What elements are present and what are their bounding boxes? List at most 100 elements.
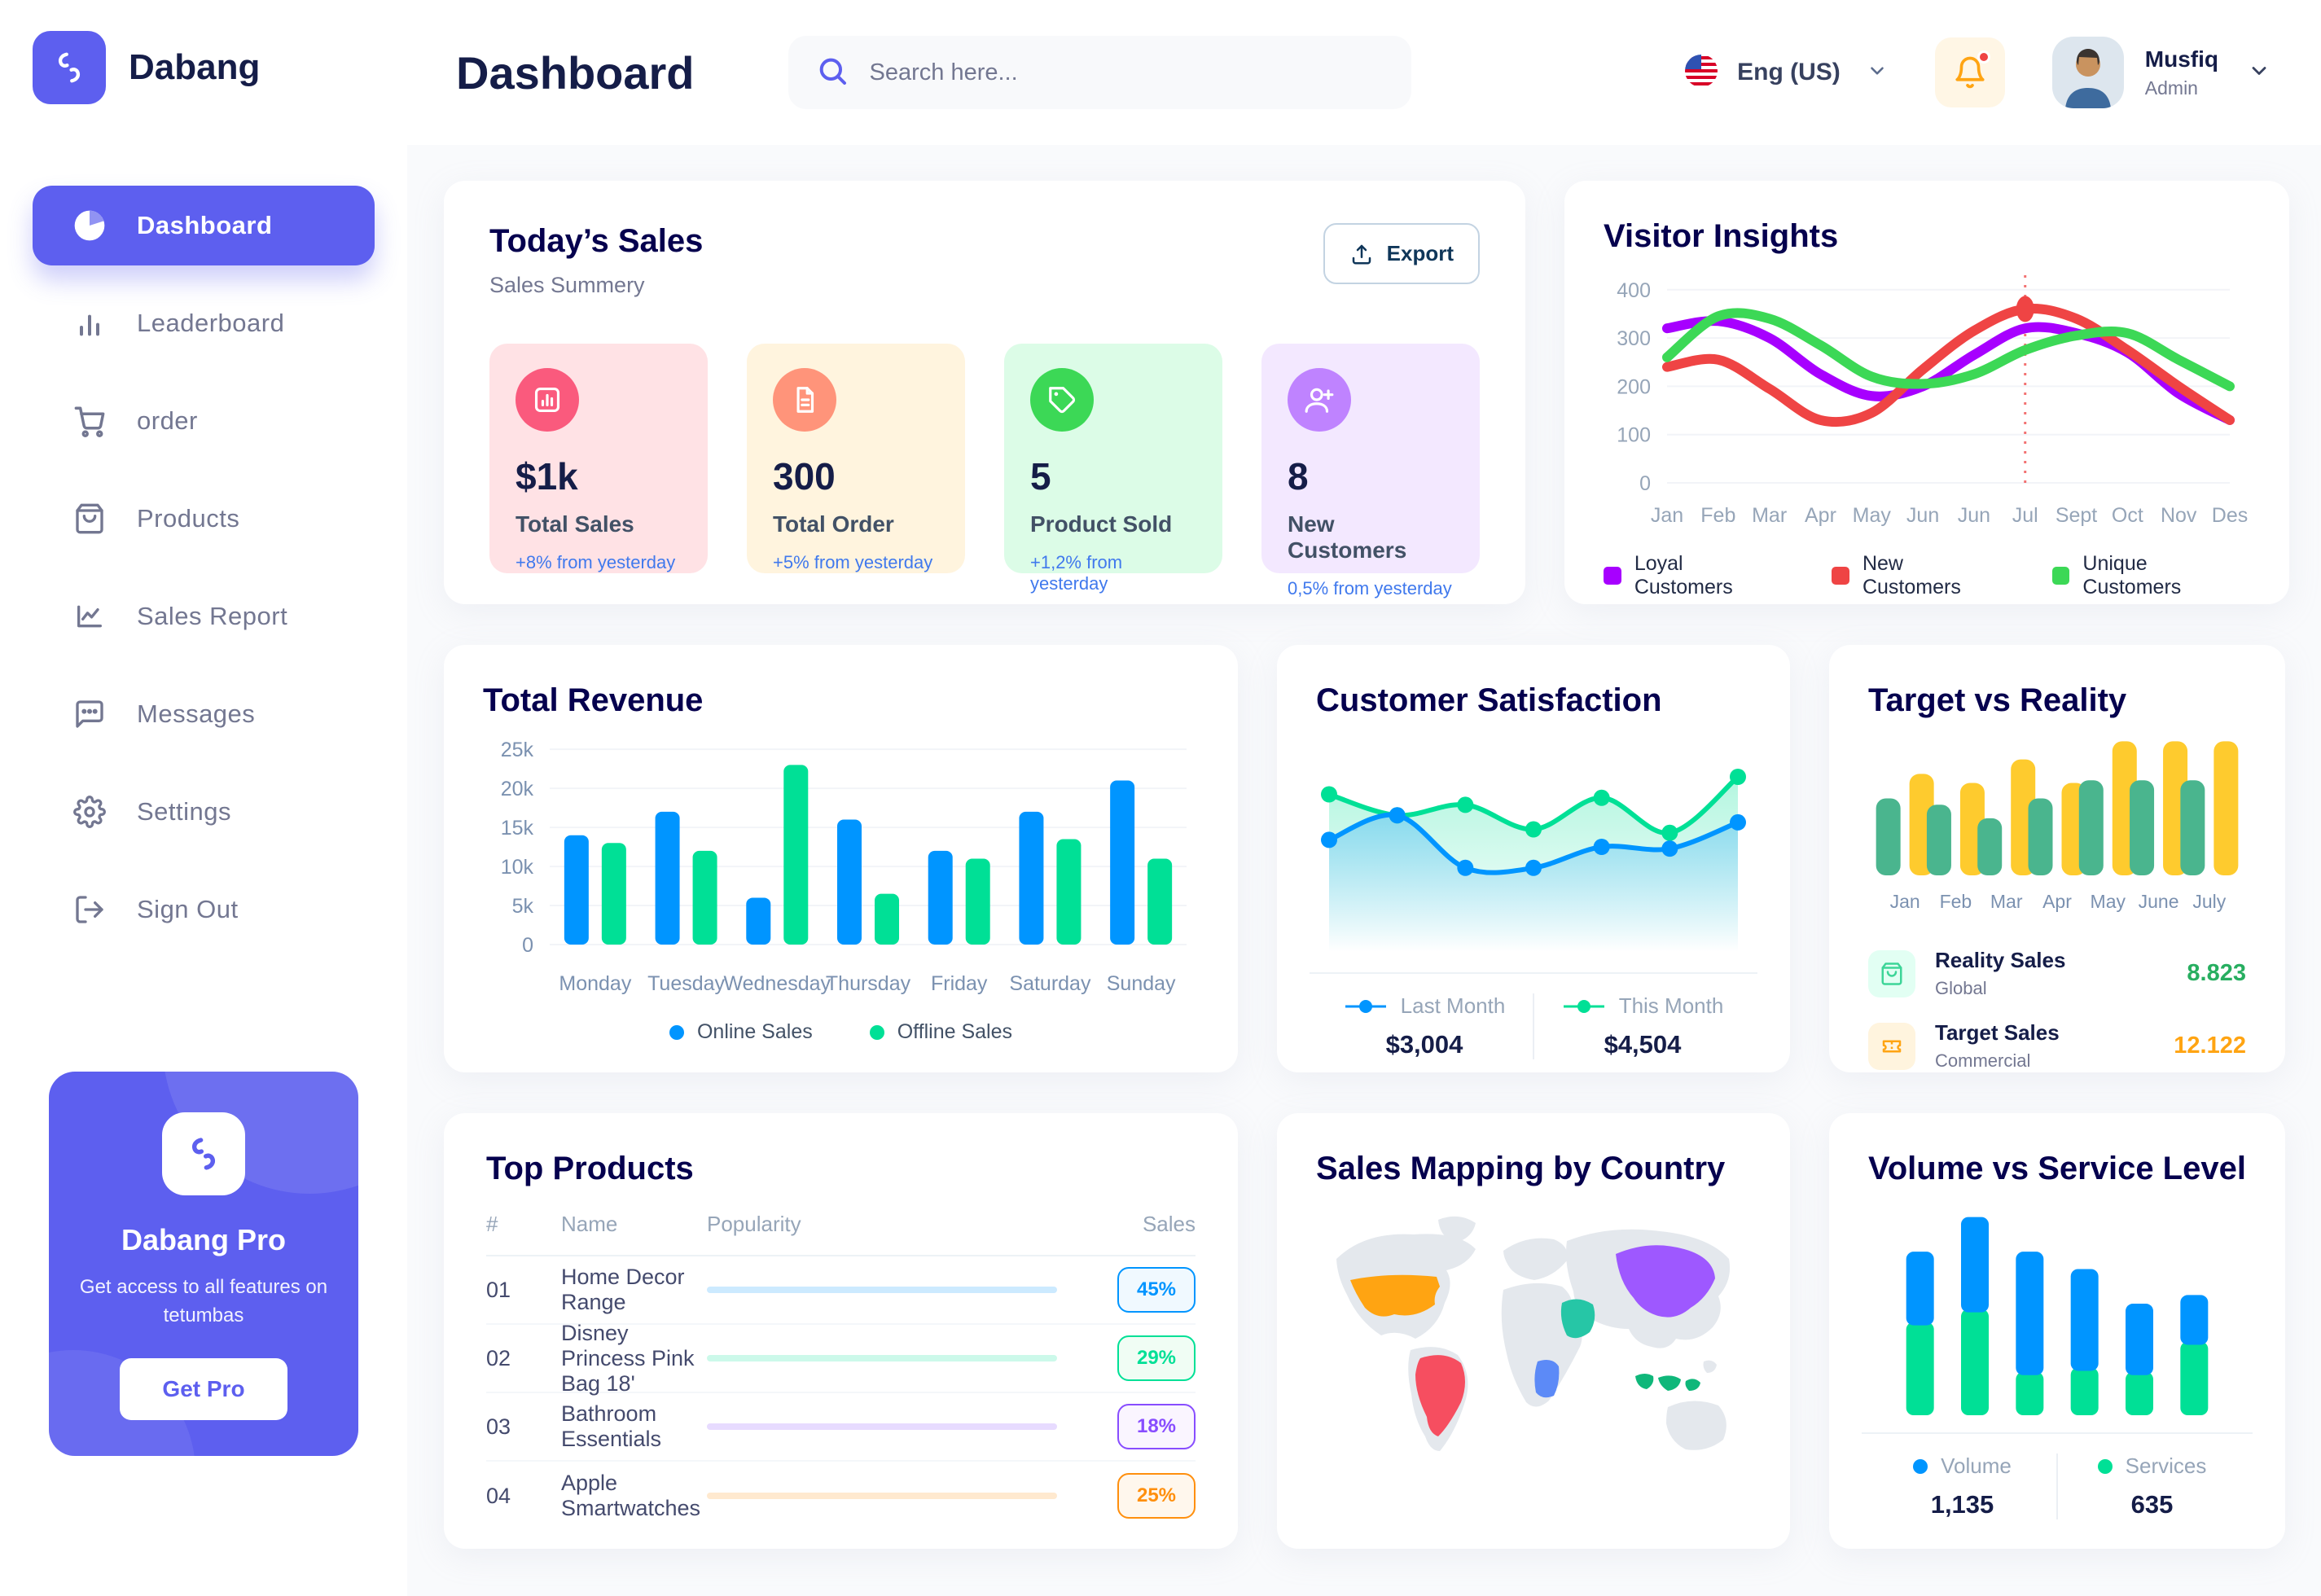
stat-total-sales: $1k Total Sales +8% from yesterday bbox=[489, 344, 708, 573]
svg-text:Feb: Feb bbox=[1700, 504, 1735, 527]
sidebar-item-label: Leaderboard bbox=[137, 309, 285, 337]
sidebar-item-label: Dashboard bbox=[137, 211, 273, 239]
todays-sales-subtitle: Sales Summery bbox=[489, 273, 645, 297]
page-title: Dashboard bbox=[456, 46, 695, 99]
svg-text:June: June bbox=[2139, 891, 2179, 912]
svg-text:Des: Des bbox=[2212, 504, 2248, 527]
target-vs-reality-title: Target vs Reality bbox=[1868, 682, 2127, 718]
sidebar-item-order[interactable]: order bbox=[33, 381, 375, 461]
sales-badge: 18% bbox=[1117, 1404, 1196, 1449]
svg-text:Wednesday: Wednesday bbox=[723, 972, 831, 995]
avatar bbox=[2051, 37, 2124, 108]
svg-text:Jan: Jan bbox=[1651, 504, 1683, 527]
sidebar-item-messages[interactable]: Messages bbox=[33, 674, 375, 754]
receipt-icon bbox=[773, 368, 836, 432]
svg-text:Jul: Jul bbox=[2012, 504, 2038, 527]
map-country-indonesia bbox=[1635, 1374, 1700, 1391]
legend-loyal-customers: Loyal Customers bbox=[1604, 552, 1786, 599]
table-row: 02 Disney Princess Pink Bag 18' 29% bbox=[486, 1321, 1196, 1396]
sidebar-item-leaderboard[interactable]: Leaderboard bbox=[33, 283, 375, 363]
svg-text:Friday: Friday bbox=[931, 972, 988, 995]
legend-reality-sales: Reality Sales Global 8.823 bbox=[1868, 948, 2246, 999]
get-pro-button[interactable]: Get Pro bbox=[120, 1357, 287, 1420]
svg-text:0: 0 bbox=[1639, 472, 1651, 495]
sign-out-icon bbox=[72, 892, 107, 927]
us-flag-icon bbox=[1683, 53, 1719, 93]
svg-text:Apr: Apr bbox=[2042, 891, 2072, 912]
svg-text:Tuesday: Tuesday bbox=[647, 972, 725, 995]
content-area: Today’s Sales Sales Summery Export bbox=[407, 145, 2321, 1596]
pie-chart-icon bbox=[72, 208, 107, 243]
sales-badge: 45% bbox=[1117, 1267, 1196, 1313]
upload-icon bbox=[1352, 244, 1371, 264]
line-dot-icon bbox=[1345, 999, 1386, 1013]
top-products-card: Top Products # Name Popularity Sales 01 … bbox=[444, 1113, 1238, 1549]
sidebar-nav: Dashboard Leaderboard order Products bbox=[0, 186, 407, 949]
sidebar-item-settings[interactable]: Settings bbox=[33, 772, 375, 852]
visitor-insights-chart: 0 100 200 300 400 Jan Feb Mar Apr May Jun Jun Jul Sep… bbox=[1617, 275, 2248, 527]
todays-sales-card: Today’s Sales Sales Summery Export bbox=[444, 181, 1525, 604]
target-vs-reality-card: Target vs Reality Jan Feb Mar Apr May June Jul… bbox=[1829, 645, 2285, 1072]
svg-text:Apr: Apr bbox=[1805, 504, 1836, 527]
tag-icon bbox=[1030, 368, 1094, 432]
svg-text:400: 400 bbox=[1617, 279, 1651, 302]
svg-text:300: 300 bbox=[1617, 327, 1651, 350]
notifications-button[interactable] bbox=[1934, 37, 2005, 107]
svg-text:Feb: Feb bbox=[1940, 891, 1972, 912]
total-revenue-chart: 0 5k 10k 15k 20k 25k Monday TuesdayWednesdayThu… bbox=[501, 739, 1187, 995]
customer-satisfaction-chart bbox=[1321, 769, 1746, 952]
svg-text:Monday: Monday bbox=[559, 972, 631, 995]
sidebar-item-sales-report[interactable]: Sales Report bbox=[33, 577, 375, 656]
svg-text:May: May bbox=[2091, 891, 2126, 912]
svg-text:Jun: Jun bbox=[1906, 504, 1939, 527]
gear-icon bbox=[72, 794, 107, 830]
customer-satisfaction-card: Customer Satisfaction Last Month $3,004 bbox=[1277, 645, 1790, 1072]
legend-volume: Volume 1,135 bbox=[1868, 1454, 2056, 1519]
map-country-saudi bbox=[1560, 1299, 1595, 1339]
svg-text:Jun: Jun bbox=[1958, 504, 1990, 527]
legend-target-sales: Target Sales Commercial 12.122 bbox=[1868, 1020, 2246, 1072]
brand: Dabang bbox=[0, 31, 407, 104]
sidebar: Dabang Dashboard Leaderboard order bbox=[0, 0, 407, 1596]
table-row: 03 Bathroom Essentials 18% bbox=[486, 1393, 1196, 1462]
language-label: Eng (US) bbox=[1737, 59, 1841, 86]
sales-mapping-card: Sales Mapping by Country bbox=[1277, 1113, 1790, 1549]
legend-services: Services 635 bbox=[2058, 1454, 2246, 1519]
svg-text:Sunday: Sunday bbox=[1107, 972, 1176, 995]
pro-title: Dabang Pro bbox=[121, 1223, 287, 1256]
user-name: Musfiq bbox=[2144, 46, 2218, 72]
chevron-down-icon bbox=[2248, 59, 2271, 86]
search-input[interactable] bbox=[869, 59, 1384, 86]
legend-last-month: Last Month $3,004 bbox=[1316, 993, 1533, 1059]
legend-new-customers: New Customers bbox=[1832, 552, 2006, 599]
target-vs-reality-chart: Jan Feb Mar Apr May June July bbox=[1876, 741, 2239, 912]
stat-total-order: 300 Total Order +5% from yesterday bbox=[747, 344, 965, 573]
sales-mapping-title: Sales Mapping by Country bbox=[1316, 1151, 1726, 1186]
volume-service-chart bbox=[1906, 1217, 2209, 1415]
cart-icon bbox=[72, 403, 107, 439]
svg-text:200: 200 bbox=[1617, 375, 1651, 398]
svg-text:Jan: Jan bbox=[1890, 891, 1920, 912]
sidebar-item-products[interactable]: Products bbox=[33, 479, 375, 559]
user-menu[interactable]: Musfiq Admin bbox=[2051, 37, 2271, 108]
sidebar-item-sign-out[interactable]: Sign Out bbox=[33, 870, 375, 949]
sidebar-item-label: Messages bbox=[137, 699, 256, 728]
brand-logo-icon bbox=[33, 31, 106, 104]
legend-offline-sales: Offline Sales bbox=[869, 1020, 1012, 1044]
language-selector[interactable]: Eng (US) bbox=[1683, 53, 1888, 93]
bell-icon bbox=[1955, 56, 1985, 89]
sidebar-item-label: order bbox=[137, 406, 198, 435]
export-button[interactable]: Export bbox=[1323, 223, 1480, 284]
sales-badge: 29% bbox=[1117, 1335, 1196, 1381]
todays-sales-title: Today’s Sales bbox=[489, 223, 704, 259]
sidebar-item-dashboard[interactable]: Dashboard bbox=[33, 186, 375, 265]
top-header: Dashboard Eng (US) bbox=[407, 0, 2321, 145]
svg-text:May: May bbox=[1853, 504, 1892, 527]
svg-text:Oct: Oct bbox=[2112, 504, 2143, 527]
svg-text:Thursday: Thursday bbox=[826, 972, 911, 995]
line-dot-icon bbox=[1563, 999, 1604, 1013]
total-revenue-title: Total Revenue bbox=[483, 682, 704, 718]
user-role: Admin bbox=[2144, 77, 2198, 99]
total-revenue-card: Total Revenue 0 5k 10k 15k 20k 25k Monday Tuesd… bbox=[444, 645, 1238, 1072]
svg-text:Sept: Sept bbox=[2056, 504, 2097, 527]
